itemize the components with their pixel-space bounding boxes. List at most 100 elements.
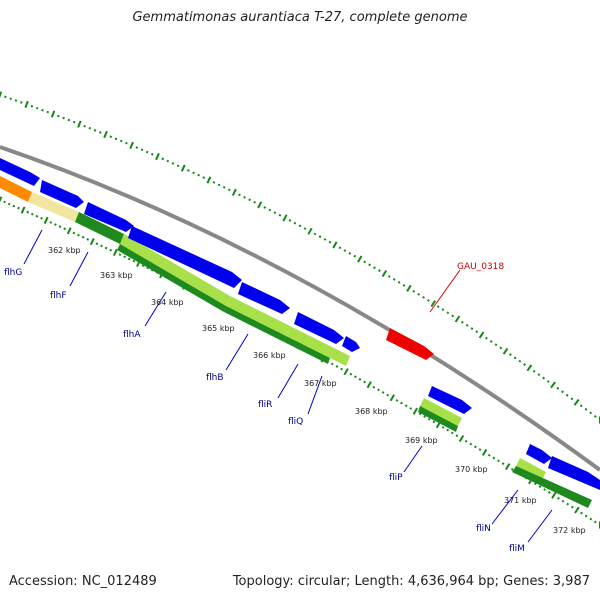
minor-tick — [499, 346, 503, 350]
strand-bars — [0, 176, 592, 508]
minor-tick — [132, 259, 136, 263]
orange-strand-bar — [0, 176, 32, 202]
minor-tick — [313, 232, 317, 236]
minor-tick — [217, 183, 221, 187]
major-tick — [458, 434, 465, 443]
minor-tick — [404, 404, 408, 408]
blue-gene-arrows — [0, 158, 600, 490]
minor-tick — [99, 131, 102, 134]
dark-strand-bar-6 — [512, 466, 592, 508]
major-tick — [129, 141, 134, 150]
major-tick — [430, 300, 436, 308]
gene-label-GAU_0318[interactable]: GAU_0318 — [457, 262, 504, 272]
gene-label-fliR[interactable]: fliR — [258, 400, 272, 410]
major-tick — [412, 407, 418, 415]
minor-tick — [197, 173, 200, 177]
minor-tick — [475, 330, 479, 334]
minor-tick — [386, 393, 390, 397]
minor-tick — [417, 292, 421, 296]
major-tick — [0, 196, 3, 203]
major-tick — [180, 164, 186, 172]
major-tick — [257, 201, 263, 209]
gene-label-fliQ[interactable]: fliQ — [288, 417, 303, 427]
minor-tick — [62, 116, 65, 120]
tick-label: 365 kbp — [202, 324, 235, 333]
gene-label-flhB[interactable]: flhB — [206, 373, 224, 383]
minor-tick — [542, 376, 546, 380]
gene-arrow-flhA — [84, 202, 134, 232]
major-tick — [505, 463, 511, 471]
inner-dotted-ring — [0, 196, 600, 529]
minor-tick — [557, 496, 560, 500]
major-tick — [526, 364, 533, 372]
minor-tick — [243, 195, 246, 199]
minor-tick — [508, 353, 512, 356]
minor-tick — [288, 219, 292, 222]
minor-tick — [202, 176, 206, 179]
major-tick — [573, 398, 580, 406]
minor-tick — [100, 244, 103, 248]
minor-tick — [584, 514, 588, 518]
gene-label-fliM[interactable]: fliM — [509, 544, 525, 554]
minor-tick — [368, 263, 371, 267]
gene-label-fliN[interactable]: fliN — [476, 524, 491, 534]
minor-tick — [88, 126, 92, 130]
minor-tick — [278, 213, 282, 217]
minor-tick — [35, 214, 39, 218]
major-tick — [282, 214, 288, 222]
minor-tick — [489, 340, 493, 343]
minor-tick — [303, 227, 307, 230]
major-tick — [551, 491, 557, 499]
major-tick — [332, 241, 338, 249]
minor-tick — [54, 223, 57, 226]
major-tick — [66, 227, 72, 235]
minor-tick — [543, 488, 546, 491]
major-tick — [478, 331, 485, 339]
gene-arrow-flhB — [128, 226, 242, 288]
minor-tick — [566, 502, 570, 506]
minor-tick — [109, 135, 113, 139]
minor-tick — [109, 248, 113, 252]
minor-tick — [469, 442, 473, 446]
major-tick — [550, 381, 556, 389]
minor-tick — [77, 233, 80, 237]
genes-label: Genes: — [503, 574, 549, 589]
gene-arrow-GAU_0318[interactable] — [386, 328, 434, 360]
minor-tick — [381, 391, 385, 394]
minor-tick — [427, 299, 430, 302]
minor-tick — [335, 365, 339, 368]
minor-tick — [93, 129, 97, 132]
minor-tick — [293, 221, 297, 225]
minor-tick — [140, 148, 144, 152]
gene-label-flhF[interactable]: flhF — [50, 291, 67, 301]
minor-tick — [343, 249, 347, 252]
accession-value: NC_012489 — [81, 574, 157, 589]
minor-tick — [546, 380, 550, 383]
minor-tick — [176, 164, 180, 168]
minor-tick — [377, 388, 380, 392]
minor-tick — [464, 439, 468, 443]
light-strand-bar-4 — [330, 348, 350, 366]
major-tick — [155, 152, 160, 161]
minor-tick — [125, 141, 128, 145]
minor-tick — [402, 283, 406, 287]
dark-strand-bar-1b — [117, 244, 226, 312]
gene-label-flhA[interactable]: flhA — [123, 330, 141, 340]
tick-label: 371 kbp — [504, 496, 537, 505]
gene-leader-lines — [23, 229, 553, 543]
major-tick — [24, 100, 29, 108]
minor-tick — [570, 397, 574, 401]
minor-tick — [17, 206, 20, 210]
minor-tick — [340, 367, 343, 371]
gene-label-fliP[interactable]: fliP — [389, 473, 403, 483]
minor-tick — [409, 407, 413, 410]
minor-tick — [494, 343, 498, 347]
minor-tick — [150, 152, 154, 156]
minor-tick — [81, 235, 85, 239]
minor-tick — [422, 296, 425, 299]
minor-tick — [127, 257, 131, 261]
minor-tick — [349, 372, 353, 376]
gene-label-flhG[interactable]: flhG — [4, 268, 22, 278]
minor-tick — [212, 181, 216, 184]
